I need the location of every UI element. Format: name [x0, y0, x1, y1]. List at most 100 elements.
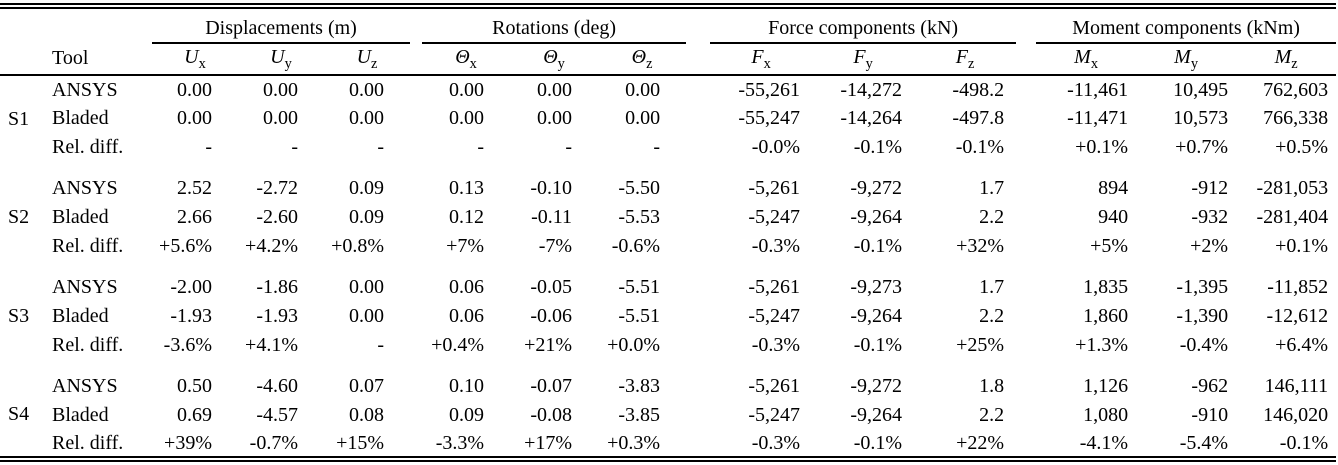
table-row: Bladed 0.00 0.00 0.00 0.00 0.00 0.00 -55,247 -14… [0, 104, 1336, 133]
value-cell: 894 [1098, 177, 1129, 199]
column-gap [686, 232, 710, 261]
value-cell: -0.1% [1279, 431, 1329, 454]
table-row: Bladed 0.69 -4.57 0.08 0.09 -0.08 -3.85 -5,247 -… [0, 401, 1336, 430]
value-cell: -2.60 [256, 206, 298, 228]
column-gap [410, 401, 422, 430]
column-gap [686, 75, 710, 104]
value-cell: -2.72 [256, 177, 298, 199]
value-cell: -14,272 [840, 78, 903, 101]
value-cell: 1.7 [979, 177, 1005, 199]
symbol-subscript: x [763, 55, 771, 72]
value-cell: +0.7% [1175, 136, 1229, 158]
symbol-base: U [356, 45, 372, 68]
table-row: Bladed 2.66 -2.60 0.09 0.12 -0.11 -5.53 -5,247 -… [0, 203, 1336, 232]
value-cell: 1.8 [979, 375, 1005, 397]
value-cell: -0.08 [530, 404, 573, 426]
value-cell: 2.66 [177, 206, 212, 228]
value-cell: -9,272 [850, 177, 903, 199]
tool-cell: Rel. diff. [52, 334, 124, 356]
column-gap [686, 6, 710, 43]
column-header: Θz [598, 43, 687, 76]
value-cell: -5,261 [748, 276, 801, 298]
table-body: S1 ANSYS 0.00 0.00 0.00 0.00 0.00 0.00 -55,261 -1… [0, 75, 1336, 459]
value-cell: 0.06 [449, 276, 485, 298]
column-gap [1016, 75, 1036, 104]
symbol-subscript: z [371, 55, 378, 72]
symbol-base: M [1074, 45, 1091, 68]
tool-cell: Rel. diff. [52, 136, 124, 158]
value-cell: -3.85 [618, 404, 661, 426]
value-cell: -962 [1191, 375, 1229, 397]
value-cell: -0.11 [531, 206, 573, 228]
section-label: S1 [8, 107, 30, 130]
value-cell: +0.1% [1275, 235, 1329, 257]
value-cell: -0.3% [751, 431, 801, 454]
value-cell: -3.3% [435, 431, 485, 454]
symbol-base: Θ [455, 45, 470, 68]
column-gap [1016, 430, 1036, 459]
column-gap [686, 273, 710, 302]
value-cell: 10,573 [1173, 107, 1229, 129]
tool-cell: Rel. diff. [52, 431, 124, 454]
column-gap [410, 331, 422, 360]
column-gap [1016, 401, 1036, 430]
section-gap-cell [0, 261, 1336, 273]
value-cell: 0.00 [349, 78, 385, 101]
symbol-base: M [1274, 45, 1292, 68]
group-header: Force components (kN) [710, 6, 1017, 44]
value-cell: -0.1% [853, 136, 903, 158]
value-cell: 0.00 [177, 78, 212, 101]
column-header: My [1136, 43, 1237, 76]
column-gap [686, 43, 711, 76]
symbol-base: U [184, 45, 199, 68]
value-cell: 1,835 [1083, 276, 1129, 298]
section-label: S2 [8, 206, 30, 228]
symbol-base: M [1174, 45, 1191, 68]
value-cell: -1.93 [256, 305, 298, 327]
value-cell: -0.7% [249, 431, 298, 454]
symbol-subscript: x [1090, 55, 1099, 72]
tool-cell: ANSYS [52, 375, 118, 397]
value-cell: +6.4% [1275, 334, 1329, 356]
value-cell: +0.1% [1075, 136, 1129, 158]
section-label: S4 [8, 402, 30, 425]
value-cell: -11,461 [1067, 78, 1129, 101]
value-cell: 0.00 [177, 107, 212, 129]
column-gap [410, 104, 422, 133]
value-cell: - [291, 136, 298, 158]
value-cell: -0.05 [530, 276, 573, 298]
value-cell: 1.7 [979, 276, 1005, 298]
symbol-base: F [853, 45, 866, 68]
column-gap [1016, 6, 1036, 43]
value-cell: 0.09 [349, 177, 385, 199]
value-cell: 0.00 [449, 107, 485, 129]
value-cell: -2.00 [170, 276, 212, 298]
tool-cell: ANSYS [52, 177, 118, 199]
value-cell: 940 [1098, 206, 1129, 228]
column-gap [1016, 104, 1036, 133]
table-row: Rel. diff. +5.6% +4.2% +0.8% +7% -7% -0.6% -0.3… [0, 232, 1336, 261]
column-gap [1016, 372, 1036, 401]
value-cell: -0.1% [955, 136, 1005, 158]
value-cell: -912 [1191, 177, 1229, 199]
table-row: S2 ANSYS 2.52 -2.72 0.09 0.13 -0.10 -5.50 -5,261… [0, 174, 1336, 228]
tool-cell: Bladed [52, 305, 109, 327]
value-cell: -5,247 [748, 206, 801, 228]
value-cell: 766,338 [1263, 107, 1329, 129]
tool-cell: Rel. diff. [52, 235, 124, 257]
value-cell: -0.3% [751, 235, 801, 257]
value-cell: -932 [1191, 206, 1229, 228]
column-header: Mz [1236, 43, 1337, 76]
value-cell: -55,247 [738, 107, 801, 129]
value-cell: -5,261 [748, 177, 801, 199]
value-cell: -0.4% [1179, 334, 1229, 356]
value-cell: - [205, 136, 212, 158]
value-cell: 0.00 [625, 107, 661, 129]
group-header-row: Displacements (m) Rotations (deg) Force co… [0, 6, 1337, 44]
column-header: Θy [510, 43, 599, 76]
section-gap [0, 261, 1336, 273]
column-gap [1016, 302, 1036, 331]
value-cell: -9,264 [850, 404, 903, 426]
value-cell: 0.08 [349, 404, 385, 426]
value-cell: 0.09 [349, 206, 385, 228]
